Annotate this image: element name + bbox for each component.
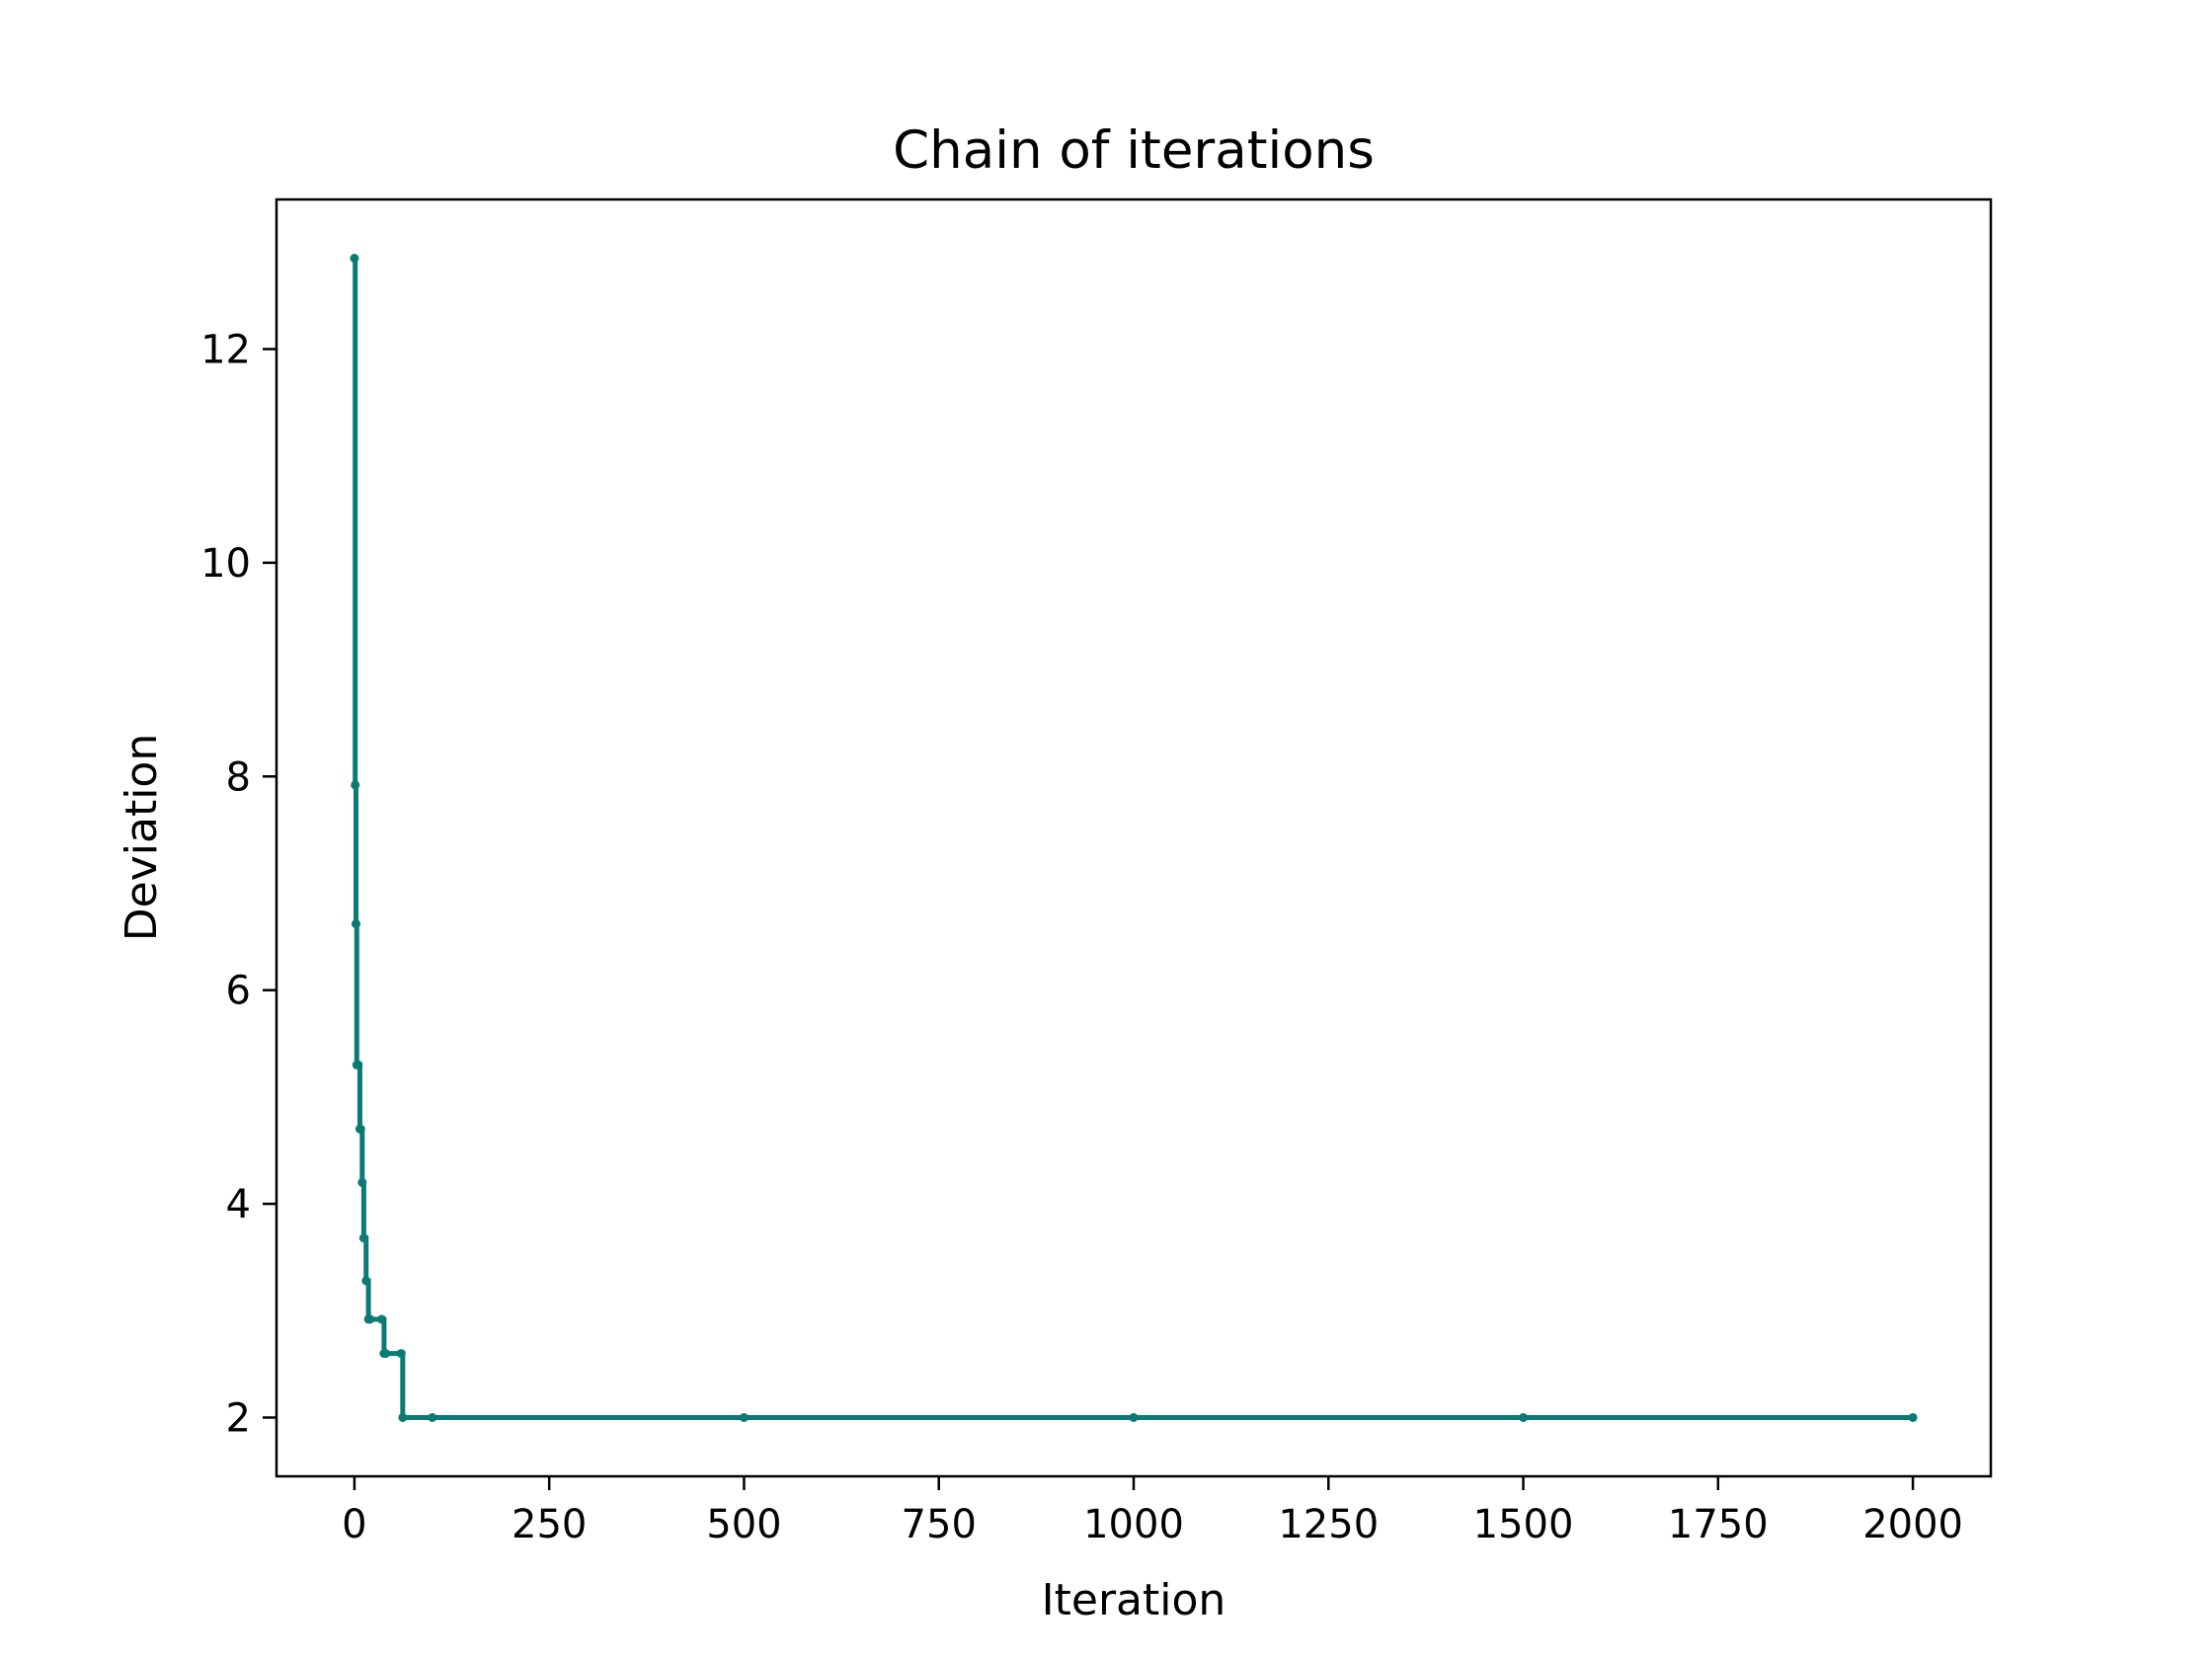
x-tick-label: 500 — [706, 1502, 781, 1547]
y-tick-label: 4 — [226, 1182, 251, 1227]
y-tick-label: 6 — [226, 969, 251, 1014]
x-tick-label: 1250 — [1278, 1502, 1379, 1547]
data-point — [1129, 1412, 1139, 1422]
data-point — [351, 919, 360, 929]
data-point — [354, 1060, 363, 1069]
x-tick-label: 0 — [342, 1502, 366, 1547]
y-tick-label: 12 — [200, 327, 251, 372]
x-axis-label: Iteration — [1042, 1575, 1226, 1625]
y-tick-label: 2 — [226, 1395, 251, 1441]
x-tick-label: 1500 — [1473, 1502, 1574, 1547]
data-point — [428, 1412, 437, 1422]
data-point — [398, 1412, 408, 1422]
data-point — [356, 1124, 365, 1134]
data-point — [396, 1349, 406, 1359]
data-point — [357, 1177, 367, 1187]
series-layer — [350, 254, 1918, 1422]
data-point — [350, 254, 359, 264]
data-point — [1908, 1412, 1918, 1422]
y-axis-ticks: 2 4 6 8 10 12 — [200, 327, 276, 1441]
data-point — [361, 1276, 371, 1286]
x-tick-label: 1750 — [1668, 1502, 1769, 1547]
x-axis-ticks: 0 250 500 750 1000 1250 1500 1750 2000 — [342, 1476, 1963, 1547]
y-axis-label: Deviation — [117, 734, 167, 941]
data-point — [365, 1314, 375, 1324]
chart-title: Chain of iterations — [893, 120, 1375, 181]
data-point — [377, 1314, 387, 1324]
data-point — [1519, 1412, 1529, 1422]
data-point — [351, 780, 360, 790]
y-tick-label: 10 — [200, 541, 251, 587]
x-tick-label: 750 — [902, 1502, 977, 1547]
data-point — [358, 1233, 368, 1243]
x-tick-label: 1000 — [1083, 1502, 1184, 1547]
x-tick-label: 2000 — [1862, 1502, 1963, 1547]
y-tick-label: 8 — [226, 754, 251, 800]
data-point — [380, 1349, 390, 1359]
data-point — [739, 1412, 749, 1422]
x-tick-label: 250 — [512, 1502, 587, 1547]
series-line — [353, 256, 1914, 1420]
